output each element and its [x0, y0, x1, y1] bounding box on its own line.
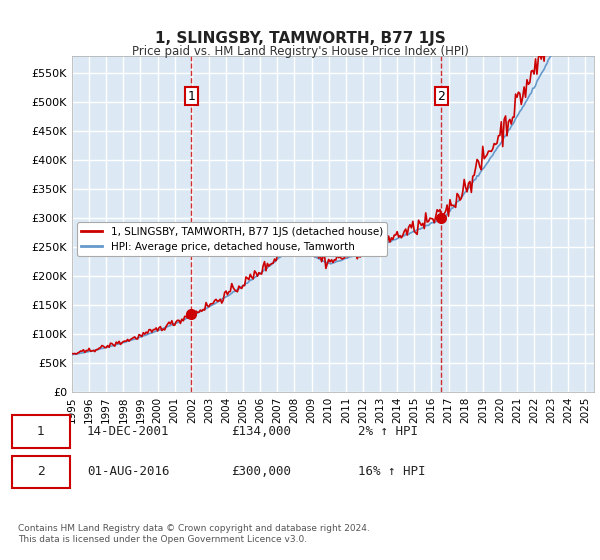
Text: This data is licensed under the Open Government Licence v3.0.: This data is licensed under the Open Gov… [18, 535, 307, 544]
Legend: 1, SLINGSBY, TAMWORTH, B77 1JS (detached house), HPI: Average price, detached ho: 1, SLINGSBY, TAMWORTH, B77 1JS (detached… [77, 222, 387, 256]
Text: 2: 2 [437, 90, 445, 103]
Text: 14-DEC-2001: 14-DEC-2001 [87, 425, 169, 438]
Text: Contains HM Land Registry data © Crown copyright and database right 2024.: Contains HM Land Registry data © Crown c… [18, 524, 370, 533]
Text: 1: 1 [187, 90, 195, 103]
FancyBboxPatch shape [12, 416, 70, 447]
Text: Price paid vs. HM Land Registry's House Price Index (HPI): Price paid vs. HM Land Registry's House … [131, 45, 469, 58]
Text: 01-AUG-2016: 01-AUG-2016 [87, 465, 169, 478]
Text: 2% ↑ HPI: 2% ↑ HPI [358, 425, 418, 438]
Text: 1, SLINGSBY, TAMWORTH, B77 1JS: 1, SLINGSBY, TAMWORTH, B77 1JS [155, 31, 445, 46]
Text: 1: 1 [37, 425, 45, 438]
Text: £134,000: £134,000 [231, 425, 291, 438]
Text: £300,000: £300,000 [231, 465, 291, 478]
Text: 2: 2 [37, 465, 45, 478]
Text: 16% ↑ HPI: 16% ↑ HPI [358, 465, 425, 478]
FancyBboxPatch shape [12, 456, 70, 488]
